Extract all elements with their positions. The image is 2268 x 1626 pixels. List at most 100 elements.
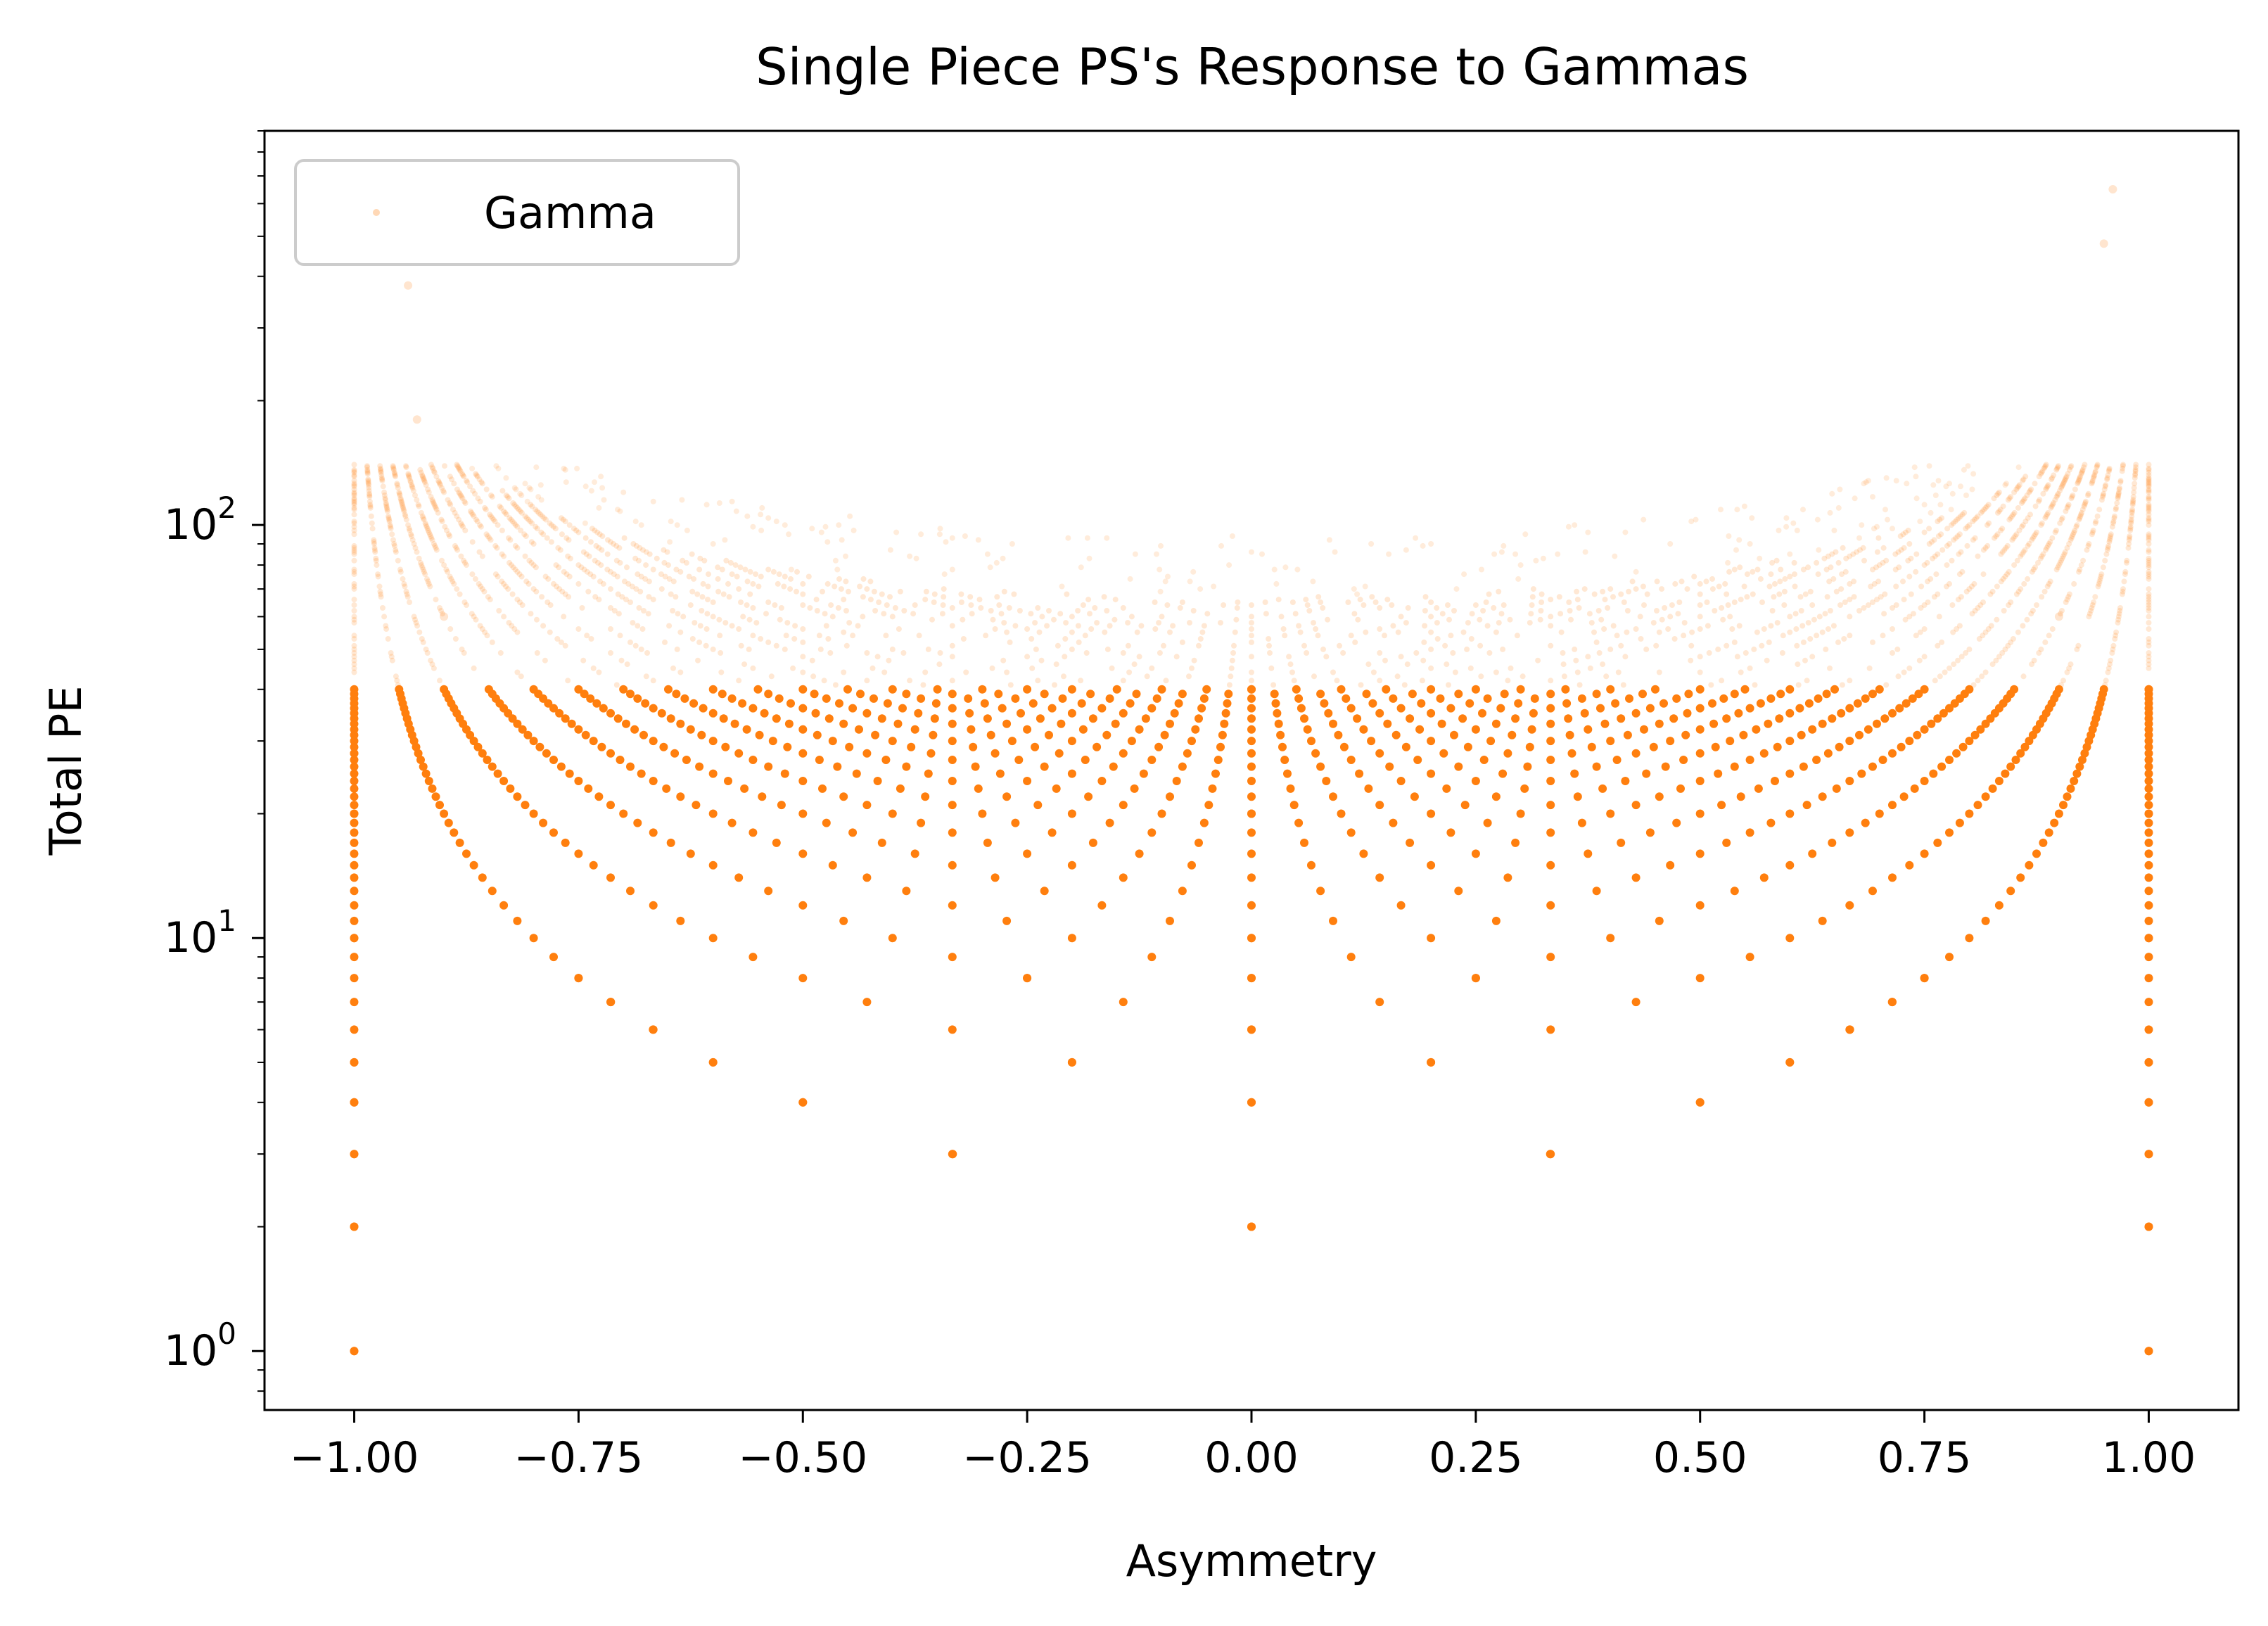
data-point	[2079, 468, 2085, 474]
data-point	[967, 594, 974, 600]
data-point	[646, 594, 652, 600]
data-point	[386, 515, 392, 521]
data-point	[447, 573, 453, 580]
data-point	[1633, 569, 1639, 575]
data-point	[765, 566, 772, 573]
data-point	[1981, 916, 1990, 925]
data-point	[1398, 654, 1404, 660]
data-point	[556, 762, 566, 771]
data-point	[1396, 901, 1406, 910]
data-point	[488, 537, 494, 543]
data-point	[584, 784, 593, 793]
data-point	[1310, 578, 1316, 585]
data-point	[722, 537, 728, 543]
data-point	[1600, 661, 1606, 668]
data-point	[1249, 654, 1254, 660]
data-point	[1131, 661, 1138, 668]
data-point	[1235, 599, 1241, 605]
data-point	[1895, 549, 1901, 555]
data-point	[1249, 620, 1254, 626]
data-point	[517, 508, 523, 514]
data-point	[1058, 694, 1067, 703]
data-point	[624, 564, 630, 571]
y-tick-exponent: 0	[217, 1316, 236, 1351]
data-point	[1119, 873, 1128, 882]
data-point	[350, 887, 359, 896]
data-point	[1031, 742, 1040, 751]
data-point	[917, 694, 926, 703]
data-point	[672, 690, 681, 699]
data-point	[1799, 762, 1808, 771]
data-point	[1712, 608, 1718, 614]
data-point	[1602, 597, 1608, 603]
data-point	[1776, 527, 1782, 533]
data-point	[372, 549, 378, 555]
data-point	[367, 494, 373, 500]
data-point	[2049, 626, 2056, 632]
data-point	[784, 620, 791, 626]
data-point	[350, 801, 359, 810]
data-point	[1903, 529, 1909, 535]
data-point	[839, 537, 845, 543]
data-point	[1179, 599, 1185, 605]
data-point	[1104, 535, 1110, 541]
data-point	[1224, 690, 1233, 699]
data-point	[428, 462, 434, 468]
data-point	[2075, 478, 2082, 484]
data-point	[1111, 719, 1120, 728]
data-point	[394, 678, 400, 684]
data-point	[485, 594, 491, 600]
data-point	[1695, 777, 1705, 785]
data-point	[1641, 516, 1647, 523]
data-point	[1782, 576, 1788, 582]
data-point	[782, 522, 788, 528]
data-point	[489, 639, 495, 645]
data-point	[1963, 588, 1970, 595]
data-point	[375, 573, 381, 580]
data-point	[683, 559, 689, 566]
data-point	[2008, 515, 2014, 521]
y-tick-base: 10	[164, 1326, 217, 1376]
data-point	[750, 523, 756, 530]
data-point	[1845, 737, 1854, 746]
data-point	[1681, 730, 1690, 739]
data-point	[433, 507, 440, 513]
data-point	[1247, 828, 1256, 837]
data-point	[351, 466, 357, 473]
data-point	[2105, 542, 2112, 549]
data-point	[784, 719, 794, 728]
data-point	[884, 602, 890, 608]
data-point	[2020, 623, 2026, 629]
data-point	[1887, 998, 1897, 1007]
data-point	[893, 529, 900, 535]
data-point	[351, 569, 357, 575]
data-point	[1342, 694, 1351, 703]
data-point	[1047, 704, 1057, 713]
data-point	[1684, 586, 1690, 592]
data-point	[788, 576, 794, 582]
data-point	[1067, 860, 1076, 870]
data-point	[936, 661, 943, 668]
data-point	[1937, 516, 1943, 523]
data-point	[1471, 777, 1480, 785]
data-point	[892, 605, 898, 611]
data-point	[1804, 678, 1810, 684]
data-point	[949, 654, 955, 660]
data-point	[566, 537, 572, 543]
data-point	[1676, 599, 1683, 605]
data-point	[1119, 749, 1128, 758]
data-point	[2115, 495, 2121, 502]
data-point	[350, 828, 359, 837]
data-point	[1283, 769, 1292, 778]
data-point	[949, 535, 955, 541]
data-point	[1040, 690, 1049, 699]
data-point	[920, 682, 926, 688]
data-point	[1605, 605, 1611, 611]
data-point	[452, 542, 458, 549]
data-point	[433, 474, 440, 480]
data-point	[775, 580, 781, 587]
data-point	[1442, 642, 1448, 649]
data-point	[1795, 661, 1801, 668]
data-point	[373, 557, 379, 564]
data-point	[501, 580, 507, 587]
